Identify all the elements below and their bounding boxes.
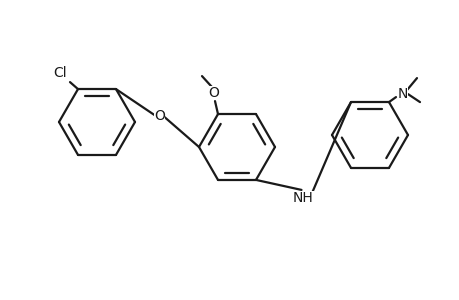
Text: NH: NH	[292, 191, 313, 205]
Text: N: N	[397, 87, 407, 101]
Text: O: O	[208, 86, 219, 100]
Text: Cl: Cl	[53, 66, 67, 80]
Text: O: O	[154, 109, 165, 123]
